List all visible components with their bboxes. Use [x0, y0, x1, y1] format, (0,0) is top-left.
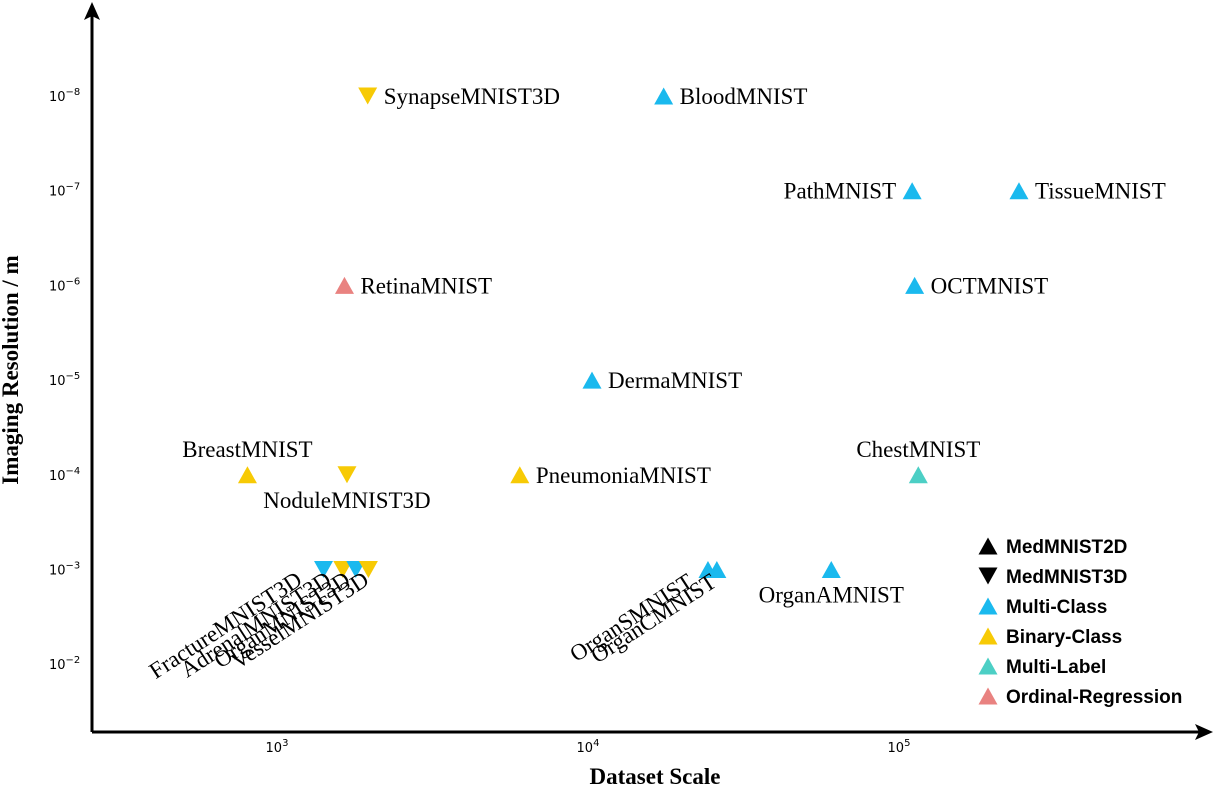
marker-vesselmnist3d [358, 561, 378, 578]
label-pneumoniamnist: PneumoniaMNIST [536, 463, 711, 488]
marker-pneumoniamnist [510, 466, 530, 484]
marker-chestmnist [908, 466, 928, 484]
marker-tissuemnist [1009, 182, 1029, 200]
label-chestmnist: ChestMNIST [856, 437, 980, 462]
legend: MedMNIST2D MedMNIST3D Multi-Class Binary-Cl… [978, 537, 1182, 708]
x-axis-title: Dataset Scale [590, 764, 721, 789]
label-retinamnist: RetinaMNIST [360, 273, 492, 298]
label-nodulemnist3d: NoduleMNIST3D [263, 488, 430, 513]
y-tick-label: 10−2 [49, 655, 80, 673]
legend-label-multi-class: Multi-Class [1006, 597, 1107, 618]
x-tick-labels: 103 104 105 [266, 738, 911, 756]
y-tick-label: 10−5 [49, 371, 80, 389]
data-points [237, 87, 1029, 578]
legend-label-multi-label: Multi-Label [1006, 657, 1106, 678]
legend-label-medmnist3d: MedMNIST3D [1006, 567, 1127, 588]
x-tick-label: 103 [266, 738, 289, 756]
marker-nodulemnist3d [337, 466, 357, 484]
label-breastmnist: BreastMNIST [182, 437, 312, 462]
label-dermamnist: DermaMNIST [608, 368, 742, 393]
marker-adrenalmnist3d [333, 561, 353, 578]
legend-label-binary-class: Binary-Class [1006, 627, 1122, 648]
legend-marker-ordinal-regression [978, 687, 998, 705]
point-labels: SynapseMNIST3D BloodMNIST PathMNIST TissueM… [145, 84, 1166, 684]
label-pathmnist: PathMNIST [784, 179, 896, 204]
legend-marker-multi-class [978, 597, 998, 615]
y-tick-label: 10−3 [49, 561, 80, 579]
legend-marker-multi-label [978, 657, 998, 675]
legend-marker-binary-class [978, 627, 998, 645]
legend-label-ordinal-regression: Ordinal-Regression [1006, 687, 1182, 708]
marker-organmnist3d [346, 561, 366, 578]
marker-organcmnist [698, 561, 718, 578]
y-tick-label: 10−7 [49, 182, 80, 200]
label-tissuemnist: TissueMNIST [1035, 179, 1166, 204]
marker-dermamnist [582, 371, 602, 389]
label-bloodmnist: BloodMNIST [680, 84, 808, 109]
marker-bloodmnist [654, 87, 674, 105]
axes [84, 2, 1213, 740]
x-axis-arrowhead [1195, 724, 1213, 740]
y-axis-title: Imaging Resolution / m [0, 255, 23, 484]
y-tick-label: 10−8 [49, 87, 80, 105]
marker-octmnist [905, 276, 925, 294]
label-synapsemnist3d: SynapseMNIST3D [384, 84, 560, 109]
legend-marker-medmnist3d [978, 567, 998, 585]
marker-fracturemnist3d [314, 561, 334, 578]
marker-synapsemnist3d [358, 87, 378, 105]
y-tick-label: 10−4 [49, 466, 80, 484]
label-organamnist: OrganAMNIST [759, 583, 904, 608]
y-axis-arrowhead [84, 2, 100, 20]
marker-breastmnist [237, 466, 257, 484]
y-tick-labels: 10−8 10−7 10−6 10−5 10−4 10−3 10−2 [49, 87, 80, 673]
y-tick-label: 10−6 [49, 276, 80, 294]
x-tick-label: 104 [577, 738, 600, 756]
marker-retinamnist [334, 276, 354, 294]
x-tick-label: 105 [888, 738, 911, 756]
marker-pathmnist [902, 182, 922, 200]
label-octmnist: OCTMNIST [931, 273, 1049, 298]
legend-label-medmnist2d: MedMNIST2D [1006, 537, 1127, 558]
marker-organamnist [821, 561, 841, 578]
legend-marker-medmnist2d [978, 537, 998, 555]
